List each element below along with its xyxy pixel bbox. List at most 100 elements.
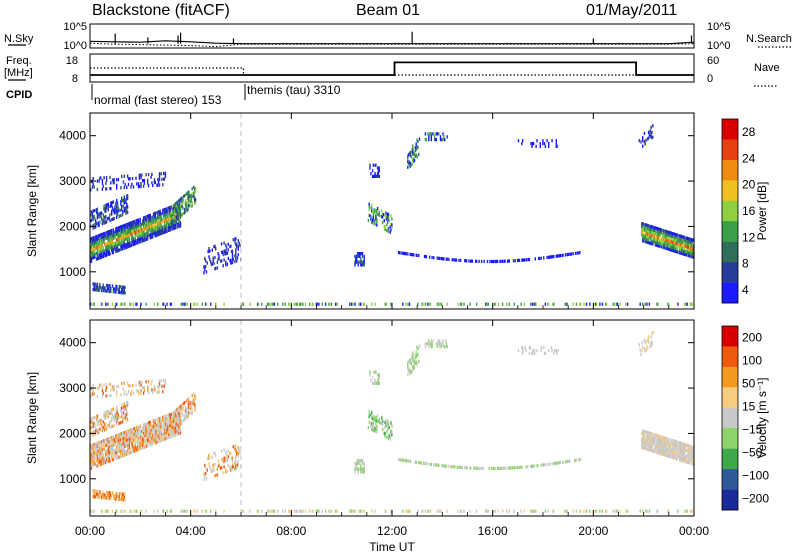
velocity-cell xyxy=(135,437,137,441)
power-cell xyxy=(150,175,152,179)
power-cell xyxy=(157,216,160,220)
velocity-cell xyxy=(417,347,419,351)
velocity-cell xyxy=(502,466,505,470)
power-cell xyxy=(121,244,124,248)
velocity-cell xyxy=(121,495,124,499)
velocity-cell xyxy=(139,427,141,431)
power-cell xyxy=(132,242,135,247)
velocity-cell xyxy=(98,455,100,459)
velocity-cell xyxy=(91,422,94,426)
power-cell xyxy=(489,259,491,264)
velocity-cell xyxy=(105,496,107,500)
velocity-cell xyxy=(97,419,99,424)
velocity-cell xyxy=(137,433,140,437)
velocity-cell xyxy=(111,438,113,442)
velocity-cell xyxy=(684,454,687,458)
power-cell xyxy=(215,247,217,251)
velocity-cell xyxy=(107,451,109,455)
velocity-cell xyxy=(678,449,680,453)
velocity-cell xyxy=(300,509,302,513)
velocity-cell xyxy=(422,509,424,513)
velocity-cell xyxy=(167,427,169,431)
power-cell xyxy=(682,249,684,253)
velocity-cell xyxy=(174,430,177,434)
power-cell xyxy=(418,137,421,141)
power-cell xyxy=(677,236,679,240)
power-cell xyxy=(105,237,107,241)
power-cell xyxy=(126,233,129,238)
power-cell xyxy=(118,237,120,241)
velocity-cell xyxy=(153,424,156,428)
power-cell xyxy=(412,150,414,154)
power-heatmap-cells xyxy=(90,124,695,306)
velocity-cell xyxy=(684,446,687,450)
velocity-cell xyxy=(688,452,690,456)
velocity-cell xyxy=(498,466,500,470)
power-cell xyxy=(143,230,146,234)
power-cell xyxy=(656,229,658,233)
velocity-cell xyxy=(683,459,686,463)
power-cell xyxy=(668,233,671,237)
power-cell xyxy=(124,302,126,306)
power-cell xyxy=(190,193,193,197)
velocity-cell xyxy=(391,430,393,434)
velocity-cell xyxy=(132,438,135,442)
power-cell xyxy=(109,218,111,222)
velocity-cell xyxy=(105,449,108,453)
power-cell xyxy=(674,241,677,245)
velocity-cell xyxy=(555,461,557,465)
velocity-cell xyxy=(105,455,107,459)
power-cell xyxy=(652,231,654,235)
power-cell xyxy=(459,302,462,306)
velocity-cell xyxy=(116,447,119,451)
velocity-cell xyxy=(170,418,172,422)
power-cell xyxy=(105,203,108,207)
power-cell xyxy=(111,234,114,238)
velocity-cell xyxy=(91,457,94,461)
velocity-cell xyxy=(537,464,539,468)
velocity-cell xyxy=(644,340,646,345)
power-cell xyxy=(96,254,99,258)
power-cell xyxy=(111,251,114,255)
power-cell xyxy=(433,256,435,260)
power-cell xyxy=(101,222,104,226)
velocity-cell xyxy=(172,417,174,421)
power-cell xyxy=(601,302,604,306)
velocity-cell xyxy=(139,447,141,451)
power-cell xyxy=(593,302,595,306)
power-cell xyxy=(664,229,666,233)
velocity-cell xyxy=(118,441,120,445)
velocity-cell xyxy=(194,403,196,407)
power-cell xyxy=(94,217,96,221)
velocity-cell xyxy=(114,415,116,419)
power-cell xyxy=(194,196,196,200)
power-cell xyxy=(120,236,122,240)
power-cell xyxy=(94,255,96,259)
velocity-cell xyxy=(100,462,102,466)
power-cell xyxy=(110,240,112,244)
power-cell xyxy=(675,236,677,240)
velocity-cell xyxy=(121,492,124,496)
velocity-cell xyxy=(110,444,112,448)
velocity-cell xyxy=(688,449,690,454)
power-cell xyxy=(102,252,104,256)
velocity-cell xyxy=(151,379,153,383)
power-cell xyxy=(178,216,180,220)
power-cell xyxy=(99,247,101,251)
velocity-cell xyxy=(649,448,651,452)
power-cell xyxy=(625,302,627,306)
velocity-cell xyxy=(666,445,668,449)
power-cell xyxy=(137,238,139,242)
velocity-cell xyxy=(120,452,122,456)
velocity-cell xyxy=(163,429,166,433)
velocity-cell xyxy=(647,448,650,452)
velocity-cell xyxy=(371,428,374,432)
velocity-cell xyxy=(124,433,126,437)
power-cell xyxy=(330,302,333,306)
power-cell xyxy=(534,302,536,306)
velocity-cell xyxy=(663,444,665,448)
power-cell xyxy=(121,288,123,292)
power-cell xyxy=(410,155,412,159)
velocity-cell xyxy=(423,461,426,466)
power-cell xyxy=(688,237,690,241)
